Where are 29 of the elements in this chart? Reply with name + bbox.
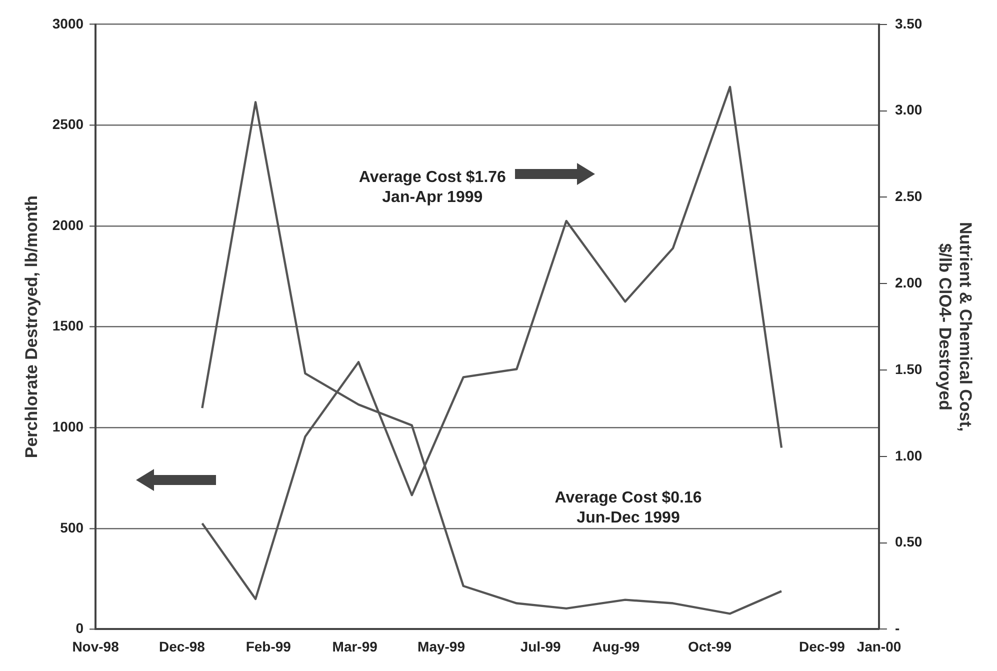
y-tick-label: 2500 (52, 116, 84, 132)
x-tick-label: Jul-99 (520, 638, 562, 654)
annotation: Average Cost $0.16 Jun-Dec 1999 (554, 490, 702, 527)
x-tick-label: Jan-00 (856, 638, 902, 654)
y2-axis-title: Nutrient & Chemical Cost, $/lb ClO4- Destroyed (936, 222, 976, 432)
y2-tick-label: 1.00 (894, 447, 922, 464)
x-tick-label: Dec-98 (159, 638, 206, 654)
x-tick-label: Aug-99 (592, 638, 640, 654)
x-tick-label: May-99 (418, 638, 466, 654)
x-tick-label: Dec-99 (798, 638, 846, 654)
y-axis-title: Perchlorate Destroyed, lb/month (22, 195, 41, 458)
y2-tick-label: 2.50 (894, 188, 922, 204)
x-tick-label: Oct-99 (688, 638, 732, 654)
y2-tick-label: 3.50 (894, 15, 922, 32)
x-tick-label: Nov-98 (72, 638, 120, 654)
y-tick-label: 3000 (52, 15, 84, 32)
y2-tick-label: 3.00 (894, 102, 922, 118)
y2-tick-label: - (894, 620, 900, 636)
x-tick-label: Feb-99 (246, 638, 292, 654)
y2-tick-label: 1.50 (894, 360, 922, 377)
y-tick-label: 500 (60, 519, 84, 536)
annotation: Average Cost $1.76 Jan-Apr 1999 (358, 169, 506, 206)
y2-tick-label: 0.50 (894, 534, 922, 550)
y-tick-label: 2000 (52, 216, 84, 233)
y-tick-label: 1500 (52, 318, 84, 334)
x-tick-label: Mar-99 (332, 638, 378, 654)
y-tick-label: 1000 (52, 418, 84, 434)
y-tick-label: 0 (76, 620, 84, 636)
y2-tick-label: 2.00 (894, 274, 922, 290)
